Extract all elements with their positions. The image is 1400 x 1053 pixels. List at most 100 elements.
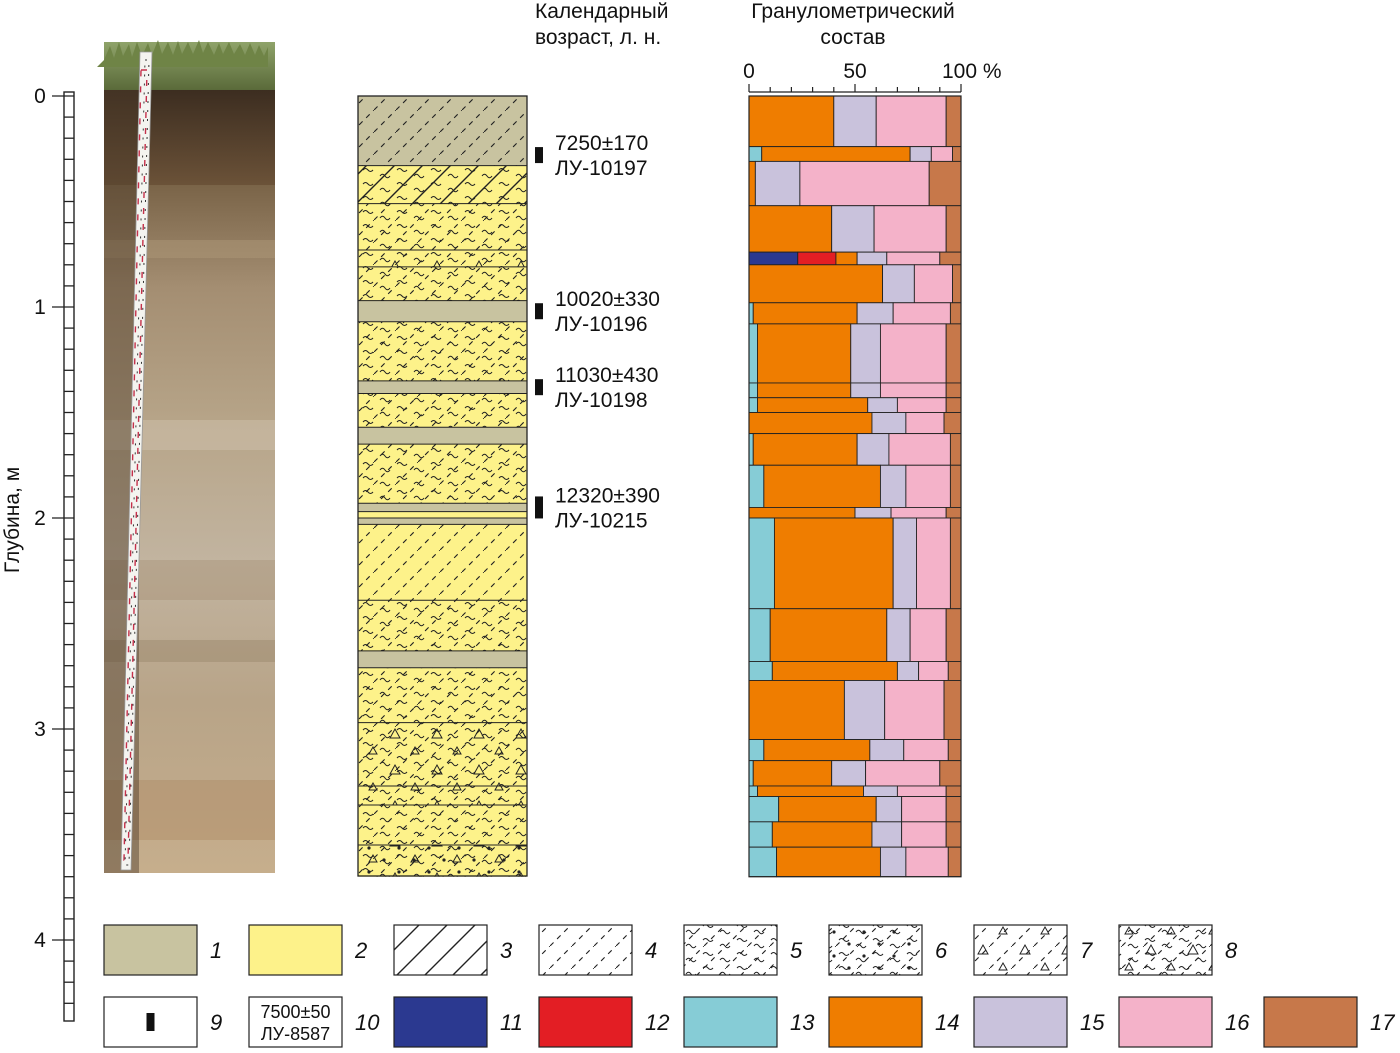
legend-number: 5	[790, 938, 803, 963]
grain-segment-class-14	[748, 680, 845, 740]
legend-number: 1	[210, 938, 222, 963]
grain-segment-class-14	[769, 608, 888, 662]
grain-segment-class-17	[945, 821, 962, 848]
grain-segment-class-14	[757, 323, 852, 384]
grain-segment-class-15	[882, 264, 915, 304]
legend-swatch-pattern	[829, 925, 922, 975]
grain-segment-class-14	[748, 264, 884, 304]
grain-segment-class-16	[892, 302, 951, 325]
grain-segment-class-16	[888, 433, 951, 466]
legend-number: 4	[645, 938, 657, 963]
depth-tick-label: 4	[34, 929, 46, 952]
grain-segment-class-16	[903, 739, 949, 762]
grain-segment-class-13	[748, 661, 773, 681]
grain-segment-class-15	[886, 608, 911, 662]
grain-segment-class-15	[863, 785, 898, 797]
date-marker	[535, 303, 543, 320]
grain-segment-class-15	[850, 323, 881, 384]
legend-number: 10	[355, 1010, 380, 1035]
legend-swatch	[828, 996, 923, 1048]
lithology-layer	[358, 511, 527, 518]
grain-segment-class-14	[752, 302, 858, 325]
grain-segment-class-16	[873, 205, 947, 253]
grain-segment-class-17	[943, 412, 962, 435]
grain-segment-class-15	[831, 760, 867, 787]
grain-segment-class-15	[833, 95, 877, 148]
legend-swatch-border	[1118, 924, 1213, 976]
legend-swatch-border	[683, 924, 778, 976]
legend-number: 2	[354, 938, 367, 963]
legend-item-9: 9	[103, 996, 222, 1048]
date-marker	[535, 379, 543, 396]
grain-segment-class-14	[763, 739, 871, 762]
grain-segment-class-13	[748, 146, 763, 162]
grain-segment-class-17	[947, 739, 962, 762]
lithology-pattern	[358, 722, 527, 786]
legend-swatch	[248, 924, 343, 976]
legend-swatch	[249, 997, 342, 1047]
grain-segment-class-15	[875, 796, 903, 823]
grain-tick-100: 100 %	[942, 60, 1002, 83]
grain-segment-class-14	[748, 95, 835, 148]
grain-segment-class-13	[748, 821, 773, 848]
grain-segment-class-13	[748, 608, 771, 662]
age-header-line2: возраст, л. н.	[535, 26, 661, 49]
grain-segment-class-13	[748, 382, 758, 399]
grain-segment-class-16	[799, 160, 930, 207]
grain-segment-class-17	[945, 323, 962, 384]
legend-swatch	[103, 924, 198, 976]
legend-number: 15	[1080, 1010, 1105, 1035]
grain-segment-class-14	[748, 507, 856, 519]
lithology-layer	[358, 300, 527, 322]
grain-segment-class-16	[865, 760, 941, 787]
grain-segment-class-16	[886, 251, 941, 266]
date-age: 7250±170	[555, 132, 648, 155]
grain-segment-class-13	[748, 302, 754, 325]
grain-segment-class-15	[843, 680, 886, 740]
grain-segment-class-14	[757, 397, 869, 413]
legend-swatch-pattern	[394, 925, 487, 975]
lithology-layer	[358, 380, 527, 394]
legend-item-5: 5	[683, 924, 803, 976]
grain-header-line2: состав	[820, 26, 885, 49]
lithology-pattern	[358, 600, 527, 651]
grain-segment-class-17	[952, 146, 962, 162]
legend-number: 16	[1225, 1010, 1250, 1035]
grain-segment-class-15	[867, 397, 898, 413]
legend-swatch-pattern	[1119, 925, 1212, 975]
grain-segment-class-17	[928, 160, 962, 207]
legend-date-text: 7500±50	[261, 1002, 331, 1022]
lithology-pattern	[358, 524, 527, 601]
grain-segment-class-17	[945, 507, 962, 519]
profile-photo	[97, 40, 275, 873]
grain-segment-class-13	[748, 739, 765, 762]
legend-item-4: 4	[538, 924, 657, 976]
grain-segment-class-16	[875, 95, 947, 148]
legend-number: 17	[1370, 1010, 1395, 1035]
grain-segment-class-16	[879, 382, 947, 399]
lithology-pattern	[358, 203, 527, 251]
grain-segment-class-14	[748, 160, 756, 207]
lithology-pattern	[358, 165, 527, 204]
legend-swatch-pattern	[684, 925, 777, 975]
grain-segment-class-13	[748, 796, 780, 823]
lithology-pattern	[358, 266, 527, 301]
grain-segment-class-17	[949, 517, 962, 610]
lithology-pattern	[358, 96, 527, 166]
grain-tick-50: 50	[843, 60, 866, 83]
grain-segment-class-16	[884, 680, 945, 740]
lithology-pattern	[358, 444, 527, 504]
legend-number: 8	[1225, 938, 1238, 963]
grain-segment-class-16	[905, 412, 945, 435]
lithology-layer	[358, 650, 527, 668]
depth-axis-bar	[63, 91, 75, 1022]
grain-segment-class-14	[763, 464, 881, 508]
legend-item-7: 7	[973, 924, 1093, 976]
legend-number: 9	[210, 1010, 222, 1035]
legend-item-8: 8	[1118, 924, 1238, 976]
grain-segment-class-16	[930, 146, 953, 162]
grain-segment-class-14	[748, 412, 873, 435]
